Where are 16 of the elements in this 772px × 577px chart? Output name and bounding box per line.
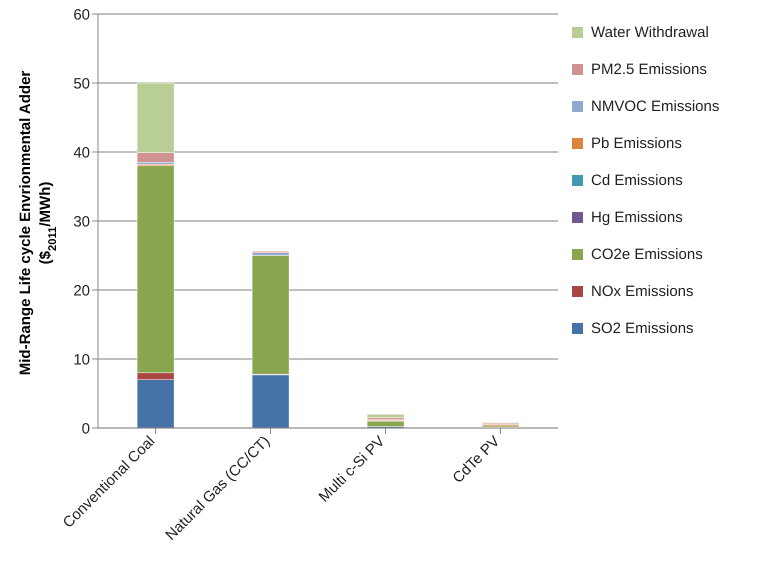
y-tick-label: 60 (73, 6, 90, 24)
legend-label: PM2.5 Emissions (591, 61, 707, 78)
legend-label: SO2 Emissions (591, 320, 694, 337)
legend-label: Water Withdrawal (591, 24, 709, 41)
y-tick-label: 50 (73, 75, 90, 92)
y-tick-label: 10 (73, 351, 90, 368)
y-tick-label: 20 (73, 282, 90, 300)
y-tick-label: 30 (73, 213, 90, 230)
y-tick-label: 0 (82, 420, 90, 438)
legend-label: Pb Emissions (591, 135, 682, 152)
legend-label: Hg Emissions (591, 209, 683, 226)
legend-label: NOx Emissions (591, 283, 694, 300)
legend-label: CO2e Emissions (591, 246, 703, 263)
legend-label: NMVOC Emissions (591, 98, 720, 115)
y-tick-label: 40 (73, 144, 90, 162)
legend-label: Cd Emissions (591, 172, 683, 189)
